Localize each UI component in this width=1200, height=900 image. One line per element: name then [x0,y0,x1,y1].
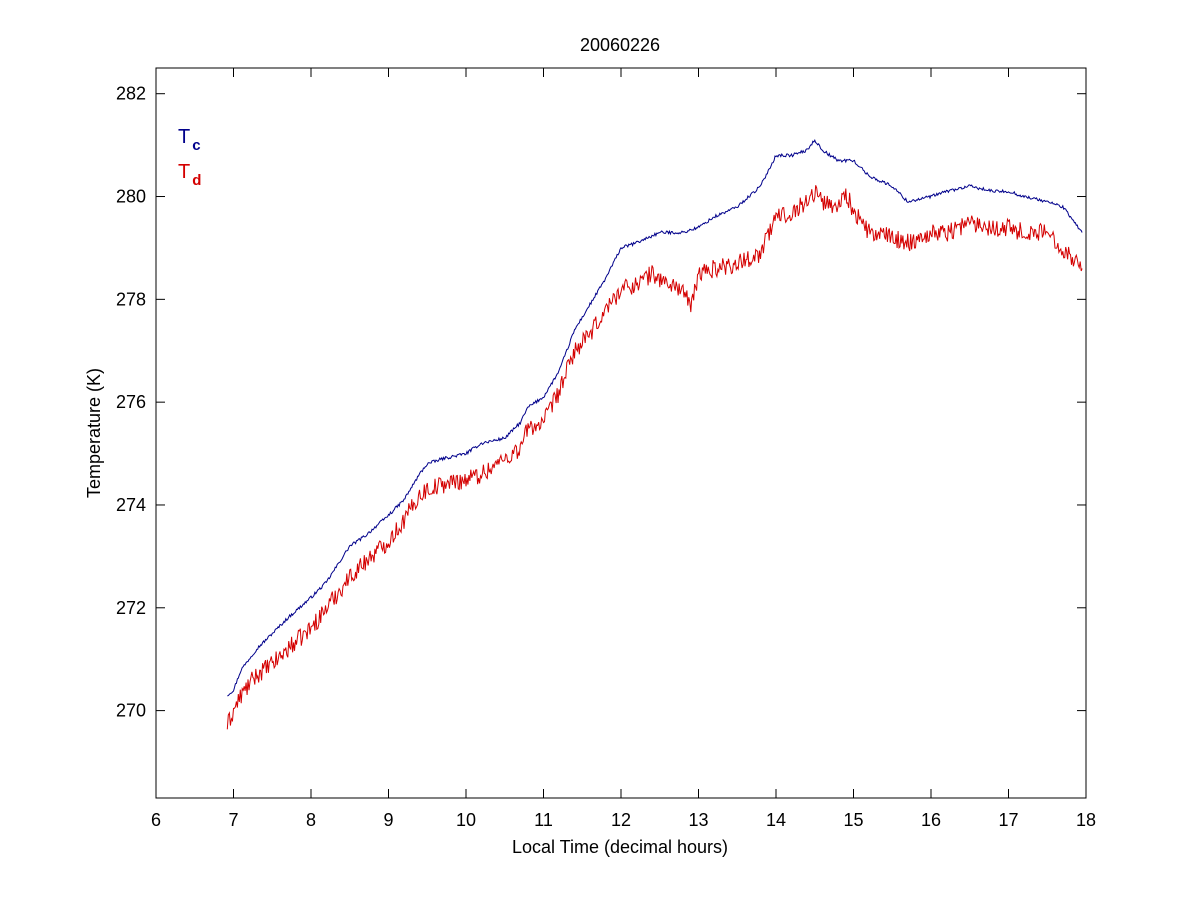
x-tick-label: 8 [306,810,316,830]
x-tick-label: 7 [228,810,238,830]
series-line-tc [227,138,1083,697]
x-tick-label: 12 [611,810,631,830]
legend-tc-sub: c [192,137,200,154]
x-tick-label: 14 [766,810,786,830]
y-tick-label: 278 [116,289,146,309]
x-ticks: 6 7 8 9 10 11 12 13 14 15 16 17 18 [151,68,1096,830]
y-tick-label: 276 [116,392,146,412]
series-line-td [226,185,1083,730]
series-lines [226,138,1083,730]
x-tick-label: 16 [921,810,941,830]
y-tick-label: 274 [116,495,146,515]
x-axis-label: Local Time (decimal hours) [512,837,728,857]
y-tick-label: 272 [116,598,146,618]
legend-td-main: T [178,161,190,183]
y-tick-label: 282 [116,84,146,104]
y-axis-label: Temperature (K) [84,368,104,498]
x-tick-label: 10 [456,810,476,830]
x-tick-label: 13 [688,810,708,830]
y-tick-label: 270 [116,701,146,721]
x-tick-label: 9 [383,810,393,830]
x-tick-label: 18 [1076,810,1096,830]
x-tick-label: 15 [843,810,863,830]
plot-frame [155,67,1087,799]
x-tick-label: 6 [151,810,161,830]
legend-td-sub: d [192,172,201,189]
y-ticks: 270 272 274 276 278 280 282 [116,84,1086,721]
x-tick-label: 11 [534,810,553,830]
plot-area [156,68,1086,798]
chart-title: 20060226 [580,35,660,55]
legend-tc-main: T [178,126,190,148]
y-tick-label: 280 [116,187,146,207]
x-tick-label: 17 [998,810,1018,830]
